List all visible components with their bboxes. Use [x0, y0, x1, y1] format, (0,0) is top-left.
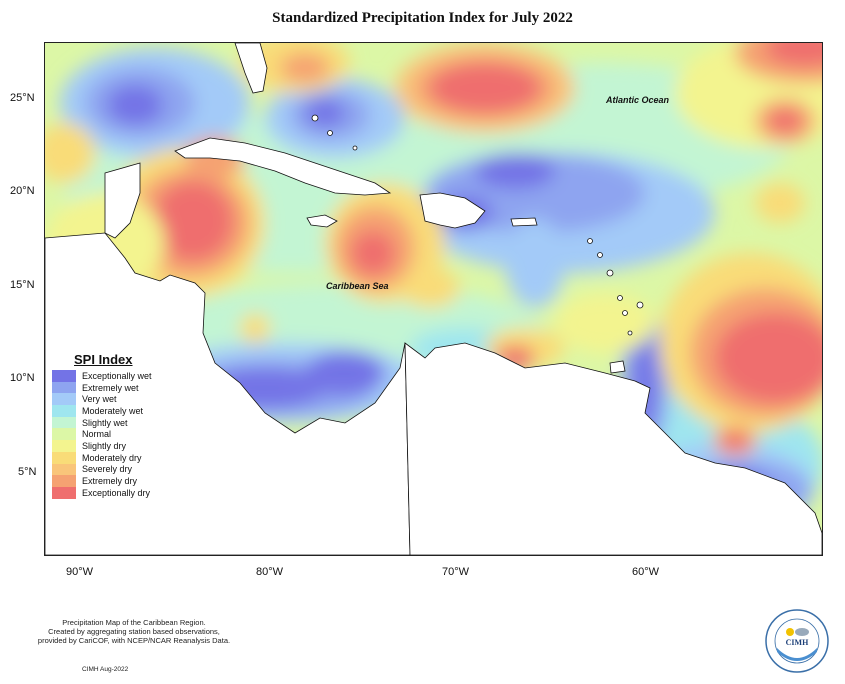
legend-item: Moderately wet — [52, 405, 168, 417]
logo-text: CIMH — [786, 638, 809, 647]
spi-map-canvas — [45, 43, 822, 555]
x-tick-70w: 70°W — [442, 566, 470, 578]
note-line-3: provided by CariCOF, with NCEP/NCAR Rean… — [37, 636, 231, 645]
legend-item: Extremely dry — [52, 475, 168, 487]
legend-label: Severely dry — [82, 464, 133, 475]
legend-label: Slightly wet — [82, 417, 128, 428]
y-tick-15n: 15°N — [10, 279, 35, 291]
trinidad — [609, 360, 626, 374]
legend-swatch — [52, 486, 76, 499]
legend-item: Extremely wet — [52, 381, 168, 394]
legend-item: Normal — [52, 428, 168, 441]
legend-swatch — [52, 440, 76, 452]
land-masses — [45, 43, 822, 555]
legend-swatch — [52, 393, 76, 406]
legend-item: Slightly dry — [52, 440, 168, 452]
legend-swatch — [52, 451, 76, 464]
caribbean-sea-label: Caribbean Sea — [326, 281, 389, 291]
legend-label: Normal — [82, 429, 112, 440]
legend-label: Moderately dry — [82, 452, 142, 463]
legend-swatch — [52, 463, 76, 476]
legend-label: Moderately wet — [82, 405, 144, 416]
legend-item: Very wet — [52, 393, 168, 406]
central-america — [45, 232, 411, 555]
legend-label: Extremely dry — [82, 476, 138, 487]
legend-label: Exceptionally dry — [82, 487, 151, 498]
hispaniola — [419, 192, 486, 229]
legend-swatch — [52, 428, 76, 441]
south-america — [404, 342, 822, 555]
florida — [234, 43, 268, 94]
legend-swatch — [52, 405, 76, 417]
y-tick-20n: 20°N — [10, 185, 35, 197]
legend-title: SPI Index — [74, 352, 133, 367]
legend-swatch — [52, 475, 76, 487]
map-note: Precipitation Map of the Caribbean Regio… — [14, 618, 254, 645]
legend-label: Exceptionally wet — [82, 370, 152, 381]
yucatan — [104, 162, 141, 239]
spi-map — [44, 42, 823, 556]
y-tick-5n: 5°N — [18, 466, 37, 478]
cimh-logo: CIMH — [764, 608, 830, 674]
cuba — [174, 137, 392, 196]
legend-swatch — [52, 370, 76, 382]
legend-item: Moderately dry — [52, 451, 168, 464]
legend-item: Slightly wet — [52, 416, 168, 429]
puerto-rico — [510, 217, 538, 227]
legend-items: Exceptionally wet Extremely wet Very wet Mo… — [52, 370, 168, 499]
jamaica — [306, 214, 338, 228]
lesser-antilles — [311, 114, 644, 336]
x-tick-80w: 80°W — [256, 566, 284, 578]
legend-item: Exceptionally dry — [52, 486, 168, 499]
spi-legend: SPI Index Exceptionally wet Extremely wet… — [52, 352, 168, 499]
x-tick-90w: 90°W — [66, 566, 94, 578]
legend-swatch — [52, 416, 76, 429]
note-line-2: Created by aggregating station based obs… — [48, 627, 220, 636]
legend-label: Slightly dry — [82, 440, 127, 451]
legend-label: Very wet — [82, 394, 117, 405]
map-title: Standardized Precipitation Index for Jul… — [272, 10, 573, 26]
y-tick-25n: 25°N — [10, 92, 35, 104]
legend-label: Extremely wet — [82, 382, 139, 393]
x-tick-60w: 60°W — [632, 566, 660, 578]
atlantic-ocean-label: Atlantic Ocean — [606, 95, 670, 105]
legend-item: Severely dry — [52, 463, 168, 476]
y-tick-10n: 10°N — [10, 372, 35, 384]
legend-swatch — [52, 381, 76, 394]
note-line-1: Precipitation Map of the Caribbean Regio… — [62, 618, 206, 627]
legend-item: Exceptionally wet — [52, 370, 168, 382]
footer-credit: CIMH Aug-2022 — [82, 666, 129, 673]
